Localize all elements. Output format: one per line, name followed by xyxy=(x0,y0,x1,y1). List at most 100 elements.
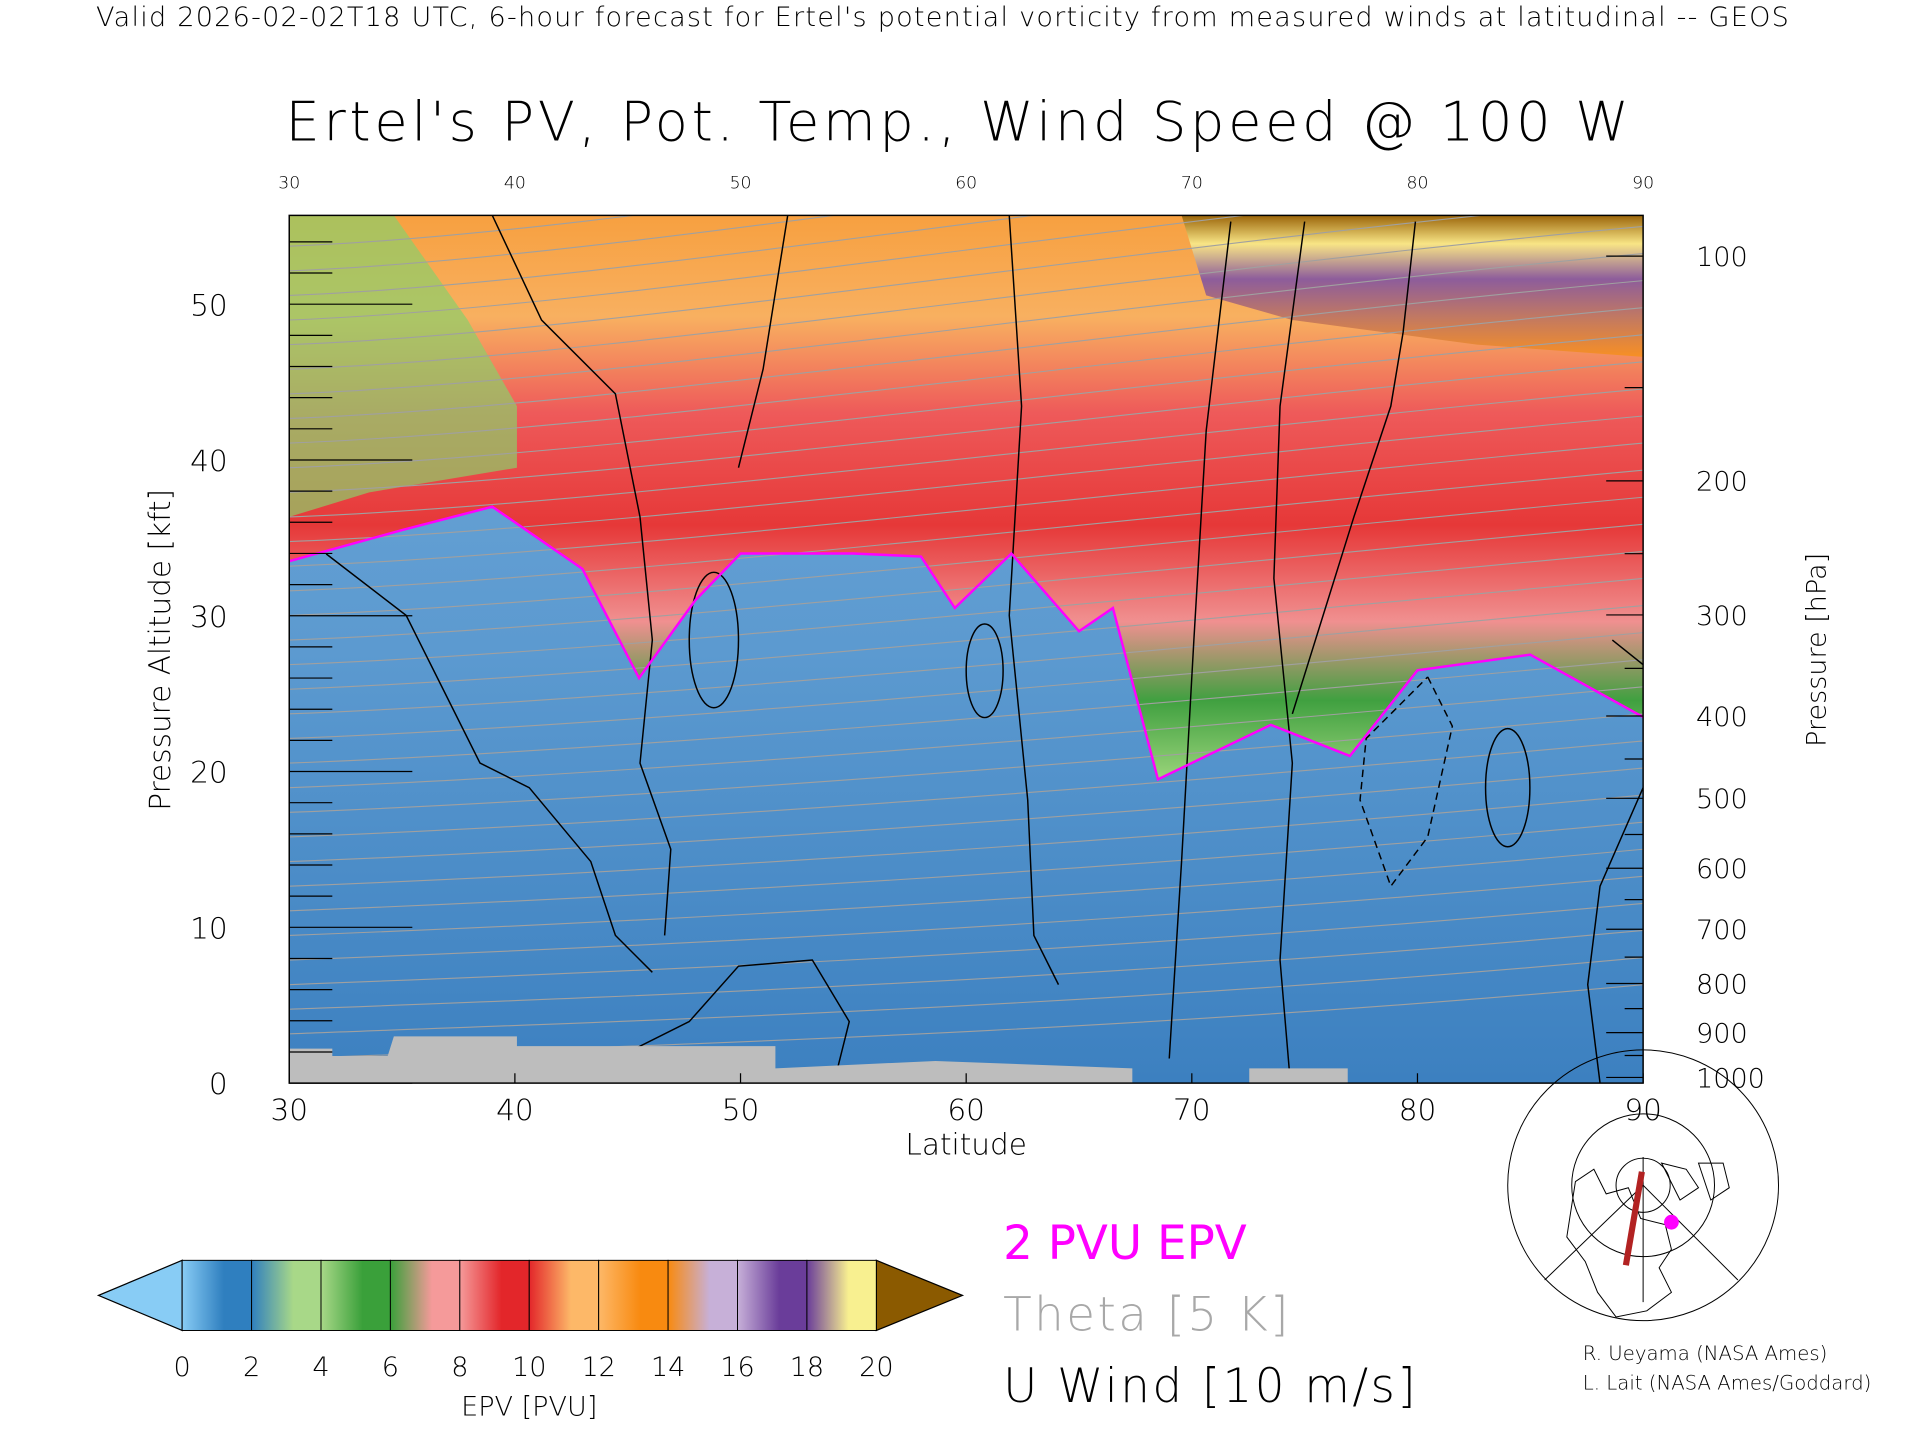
x-tick-label: 40 xyxy=(496,1093,534,1127)
colorbar-segment xyxy=(737,1259,808,1331)
theta-contour xyxy=(289,469,1644,592)
x-tick-label: 80 xyxy=(1399,1093,1437,1127)
y-tick-label: 0 xyxy=(209,1067,228,1101)
theta-contour xyxy=(289,307,1644,444)
wind-contour xyxy=(1168,221,1232,1059)
theta-contour xyxy=(289,215,1037,296)
stratosphere-field xyxy=(289,215,1644,780)
theta-contour xyxy=(289,252,1644,395)
colorbar-tick-label: 18 xyxy=(790,1352,824,1383)
theta-contour xyxy=(289,794,1644,887)
colorbar-tick-label: 16 xyxy=(720,1352,754,1383)
wind-contour xyxy=(965,623,1004,719)
legend-pv: 2 PVU EPV xyxy=(1003,1216,1247,1271)
x-tick-label-top: 70 xyxy=(1181,173,1203,193)
wind-contour-negative xyxy=(1359,676,1454,888)
theta-contour xyxy=(289,848,1644,936)
wind-contour xyxy=(491,215,672,936)
header-text: Valid 2026-02-02T18 UTC, 6-hour forecast… xyxy=(96,2,1791,34)
location-marker xyxy=(1664,1214,1679,1230)
pressure-tick-label: 400 xyxy=(1696,702,1748,733)
wind-contour xyxy=(1291,221,1417,715)
theta-contour xyxy=(289,713,1644,813)
theta-contour xyxy=(289,550,1644,666)
x-tick-label-top: 30 xyxy=(278,173,300,193)
map-meridian xyxy=(1544,1184,1644,1281)
map-coastline xyxy=(1566,1162,1730,1318)
y-tick-label: 20 xyxy=(190,756,228,790)
colorbar-over-arrow xyxy=(875,1259,965,1332)
map-latitude-circle xyxy=(1507,1049,1779,1322)
colorbar-under-arrow xyxy=(96,1259,183,1332)
theta-contour xyxy=(289,280,1644,420)
theta-contour xyxy=(289,767,1644,863)
wind-contour xyxy=(1611,639,1644,666)
wind-contour xyxy=(1586,787,1644,1084)
x-tick-label-top: 50 xyxy=(730,173,752,193)
colorbar-tick-label: 12 xyxy=(581,1352,615,1383)
y-axis-right-label: Pressure [hPa] xyxy=(1801,553,1832,747)
x-tick-label-top: 40 xyxy=(504,173,526,193)
wind-contour xyxy=(688,571,740,709)
axis-ticks xyxy=(288,241,1644,1084)
x-tick-label: 70 xyxy=(1173,1093,1211,1127)
x-tick-label-top: 60 xyxy=(955,173,977,193)
theta-contour xyxy=(289,361,1644,493)
colorbar-tick-label: 2 xyxy=(243,1352,260,1383)
colorbar-segment xyxy=(667,1259,738,1331)
theta-contour xyxy=(289,821,1644,912)
wind-contour xyxy=(1008,215,1060,985)
chart-title: Ertel's PV, Pot. Temp., Wind Speed @ 100… xyxy=(285,91,1633,154)
x-tick-label-top: 90 xyxy=(1632,173,1654,193)
colorbar-segment xyxy=(459,1259,530,1331)
colorbar-tick-label: 10 xyxy=(512,1352,546,1383)
wind-contour xyxy=(1484,727,1531,848)
colorbar-tick-label: 6 xyxy=(382,1352,399,1383)
pressure-tick-label: 100 xyxy=(1696,242,1748,273)
colorbar-tick-label: 0 xyxy=(174,1352,191,1383)
theta-contour xyxy=(289,215,1249,321)
pressure-tick-label: 300 xyxy=(1696,601,1748,632)
topography xyxy=(289,1036,1133,1084)
colorbar-tick-label: 4 xyxy=(312,1352,329,1383)
theta-contour xyxy=(289,215,639,247)
theta-contour xyxy=(289,215,1487,346)
theta-contour xyxy=(289,215,839,272)
colorbar-segment xyxy=(181,1259,253,1331)
x-axis-label: Latitude xyxy=(905,1127,1026,1161)
theta-contour xyxy=(289,957,1644,1035)
colorbar-tick-label: 14 xyxy=(651,1352,685,1383)
wind-contour xyxy=(590,959,851,1072)
wind-contour xyxy=(1273,221,1306,1078)
theta-contour xyxy=(289,740,1644,838)
pressure-tick-label: 800 xyxy=(1696,969,1748,1000)
theta-contour xyxy=(289,686,1644,789)
theta-contour xyxy=(289,605,1644,715)
map-meridian xyxy=(1642,1184,1739,1281)
pressure-tick-label: 600 xyxy=(1696,854,1748,885)
colorbar-segment xyxy=(389,1259,461,1331)
pressure-tick-label: 1000 xyxy=(1696,1063,1765,1094)
topography xyxy=(1249,1068,1348,1084)
y-axis-label: Pressure Altitude [kft] xyxy=(143,489,177,811)
credit-1: R. Ueyama (NASA Ames) xyxy=(1582,1341,1828,1365)
x-tick-label: 30 xyxy=(270,1093,308,1127)
x-tick-label: 90 xyxy=(1624,1093,1662,1127)
pressure-tick-label: 200 xyxy=(1696,467,1748,498)
legend-theta: Theta [5 K] xyxy=(1003,1287,1291,1342)
theta-contour xyxy=(289,523,1644,641)
colorbar-tick-label: 20 xyxy=(859,1352,893,1383)
x-tick-label: 50 xyxy=(722,1093,760,1127)
location-map xyxy=(1507,1049,1779,1322)
theta-contour xyxy=(289,334,1644,469)
colorbar-tick-label: 8 xyxy=(451,1352,468,1383)
theta-contour xyxy=(289,442,1644,567)
tropopause-2pvu-line xyxy=(289,505,1644,782)
pressure-tick-label: 700 xyxy=(1696,915,1748,946)
wind-contour xyxy=(325,553,653,973)
theta-contour xyxy=(289,225,1644,370)
x-tick-label-top: 80 xyxy=(1407,173,1429,193)
colorbar-label: EPV [PVU] xyxy=(461,1391,597,1422)
